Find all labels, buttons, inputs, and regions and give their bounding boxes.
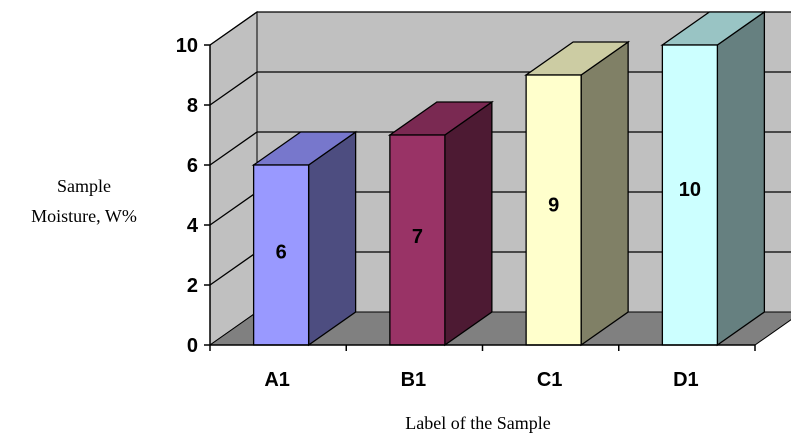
bar-C1 [524,40,631,347]
x-tick-label: B1 [401,369,427,391]
data-label: 7 [412,226,423,248]
y-tick-label: 2 [187,275,198,297]
y-tick-label: 6 [187,155,198,177]
bar-front [252,164,310,346]
side-wall [209,11,258,346]
bar-side [307,130,357,347]
bar-A1 [251,130,358,347]
data-labels: 6 7 9 10 [276,179,701,263]
bar-front [661,44,719,346]
y-tick-labels: 0 2 4 6 8 10 [176,35,199,357]
data-label: 10 [679,179,701,201]
bar-side [580,40,629,347]
x-tick-labels: A1 B1 C1 D1 [264,369,698,391]
axes [204,44,756,351]
bar-side [444,100,493,347]
x-tick-label: C1 [537,369,563,391]
bar-D1 [660,10,767,347]
y-tick-label: 0 [187,335,198,357]
x-tick-label: D1 [673,369,699,391]
y-tick-label: 8 [187,95,198,117]
y-tick-label: 4 [187,215,199,237]
x-axis-title: Label of the Sample [405,413,550,433]
bars [251,10,767,347]
bar-B1 [387,100,494,347]
data-label: 6 [276,241,287,263]
bar-side [716,10,766,347]
data-label: 9 [548,195,559,217]
bar-front [389,134,446,346]
y-axis-title-line-2: Moisture, W% [31,206,137,226]
y-tick-label: 10 [176,35,198,57]
gridline [209,11,791,46]
x-tick-label: A1 [264,369,290,391]
y-axis-title-line-1: Sample [57,176,111,196]
